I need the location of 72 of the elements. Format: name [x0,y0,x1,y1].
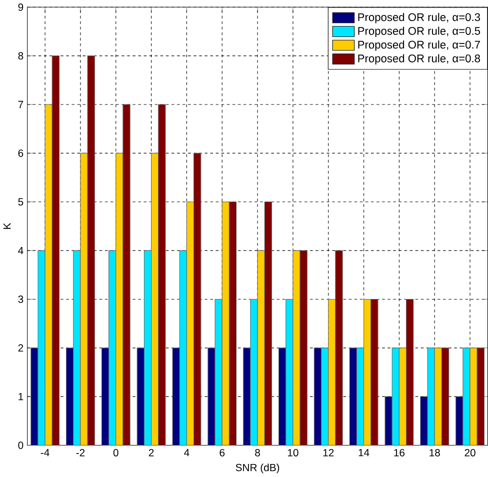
bar [321,348,329,446]
bar [392,348,400,446]
bar [228,202,237,446]
bar [179,250,187,446]
bar [399,348,406,446]
bar [44,104,52,446]
legend-label: Proposed OR rule, α=0.7 [358,40,480,51]
bar [116,153,124,446]
x-tick-label: 12 [323,449,334,456]
y-tick-label: 5 [18,198,24,206]
bar [406,299,414,446]
legend-label: Proposed OR rule, α=0.3 [358,13,480,24]
bar [30,348,38,446]
y-tick-label: 8 [18,52,24,60]
bar [434,348,442,446]
bar [476,348,484,446]
bar [370,299,378,446]
x-tick-label: 14 [358,449,370,456]
bar [441,348,450,446]
y-tick-label: 1 [18,393,24,400]
y-tick-label: 9 [18,4,24,11]
bar [356,348,364,446]
bar [257,250,265,446]
x-tick-label: 0 [113,449,118,457]
x-tick-label: 4 [184,449,190,456]
bar [456,396,464,446]
bar [314,348,322,446]
bar [385,396,392,446]
bar [66,348,74,446]
x-tick-label: -2 [76,449,85,456]
y-tick-label: 3 [18,296,24,304]
bar [349,348,357,446]
bar [52,56,60,446]
x-tick-label: 20 [464,449,476,457]
x-tick-label: 8 [255,449,260,457]
bar [101,348,110,446]
y-tick-label: 6 [18,150,24,158]
bar [172,348,180,446]
bar [108,250,116,446]
bar [214,299,222,446]
x-axis-title: SNR (dB) [236,464,280,474]
bar [264,202,272,446]
y-tick-label: 4 [18,247,24,254]
x-tick-label: 10 [288,449,298,457]
bar [87,56,95,446]
bar [470,348,478,446]
bar [73,250,81,446]
bar [144,250,152,446]
bar [158,104,166,446]
x-tick-label: -4 [40,449,50,456]
x-tick-label: 16 [394,449,405,457]
bar [151,153,159,446]
legend-label: Proposed OR rule, α=0.8 [358,54,480,65]
y-axis-title: K [3,223,11,229]
legend-label: Proposed OR rule, α=0.5 [358,26,480,38]
x-tick-label: 6 [220,449,225,457]
bar [427,348,435,446]
bar [300,250,308,446]
bar [136,348,144,446]
bar [243,348,251,446]
y-tick-label: 0 [18,442,24,450]
bar [286,299,294,446]
x-tick-label: 2 [148,449,154,456]
bar [194,153,202,446]
x-tick-label: 18 [430,449,440,457]
bar [328,299,336,446]
bar [186,202,194,446]
y-tick-label: 2 [18,344,24,352]
bar [222,202,230,446]
bar [364,299,372,446]
bar [278,348,286,446]
y-tick-label: 7 [18,101,24,108]
